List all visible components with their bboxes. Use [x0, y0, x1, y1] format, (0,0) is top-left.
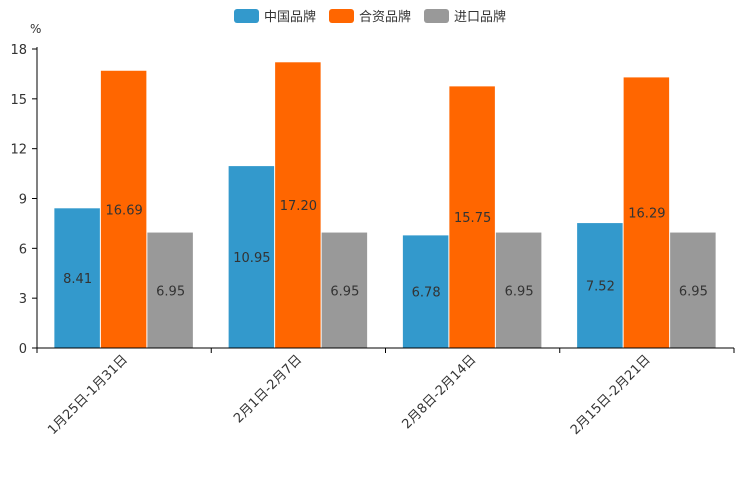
legend-label: 合资品牌	[359, 9, 411, 25]
bar	[402, 235, 449, 348]
bar-value-label: 6.95	[156, 284, 185, 299]
x-category-label: 2月15日-2月21日	[568, 352, 654, 438]
bar-value-label: 7.52	[586, 280, 615, 295]
bar	[670, 232, 716, 348]
y-axis: 0 3 6 9 12 15 18	[10, 43, 38, 357]
legend-label: 进口品牌	[454, 9, 506, 25]
bar	[577, 223, 623, 348]
x-category-label: 2月8日-2月14日	[400, 352, 480, 432]
bar	[449, 86, 495, 348]
bar	[147, 232, 193, 348]
y-tick-label: 0	[19, 342, 27, 357]
y-tick-label: 12	[10, 143, 27, 158]
bar-value-label: 15.75	[454, 211, 491, 226]
bar	[54, 208, 100, 348]
bar-value-label: 8.41	[63, 272, 92, 287]
bar-value-label: 17.20	[280, 199, 317, 214]
legend-item[interactable]: 进口品牌	[424, 9, 506, 25]
legend-swatch	[234, 9, 259, 23]
legend-item[interactable]: 合资品牌	[329, 9, 411, 25]
y-tick-label: 15	[10, 93, 27, 108]
bars: 8.41 16.69 6.95 10.95 17.20 6.95 6.78 15.75 6.95…	[54, 62, 716, 349]
y-tick-label: 3	[19, 292, 27, 307]
bar-value-label: 16.29	[628, 207, 665, 222]
legend: 中国品牌 合资品牌 进口品牌	[234, 9, 506, 25]
bar	[623, 77, 670, 348]
legend-swatch	[424, 9, 449, 23]
bar-value-label: 10.95	[233, 251, 270, 266]
bar	[495, 232, 542, 348]
bar	[100, 70, 147, 348]
y-axis-unit-label: %	[30, 22, 41, 36]
x-category-label: 1月25日-1月31日	[45, 352, 131, 438]
bar-value-label: 6.95	[679, 284, 708, 299]
bar-value-label: 6.78	[412, 286, 441, 301]
y-tick-label: 9	[19, 193, 27, 208]
x-category-label: 2月1日-2月7日	[231, 352, 305, 426]
bar	[228, 166, 275, 348]
bar-value-label: 16.69	[106, 203, 143, 218]
bar	[321, 232, 368, 348]
bar	[275, 62, 321, 349]
y-tick-label: 18	[10, 43, 27, 58]
bar-value-label: 6.95	[505, 284, 534, 299]
legend-label: 中国品牌	[264, 9, 316, 25]
legend-swatch	[329, 9, 354, 23]
y-tick-label: 6	[19, 242, 27, 257]
bar-value-label: 6.95	[330, 284, 359, 299]
legend-item[interactable]: 中国品牌	[234, 9, 316, 25]
x-axis: 1月25日-1月31日 2月1日-2月7日 2月8日-2月14日 2月15日-2月21…	[36, 347, 735, 438]
